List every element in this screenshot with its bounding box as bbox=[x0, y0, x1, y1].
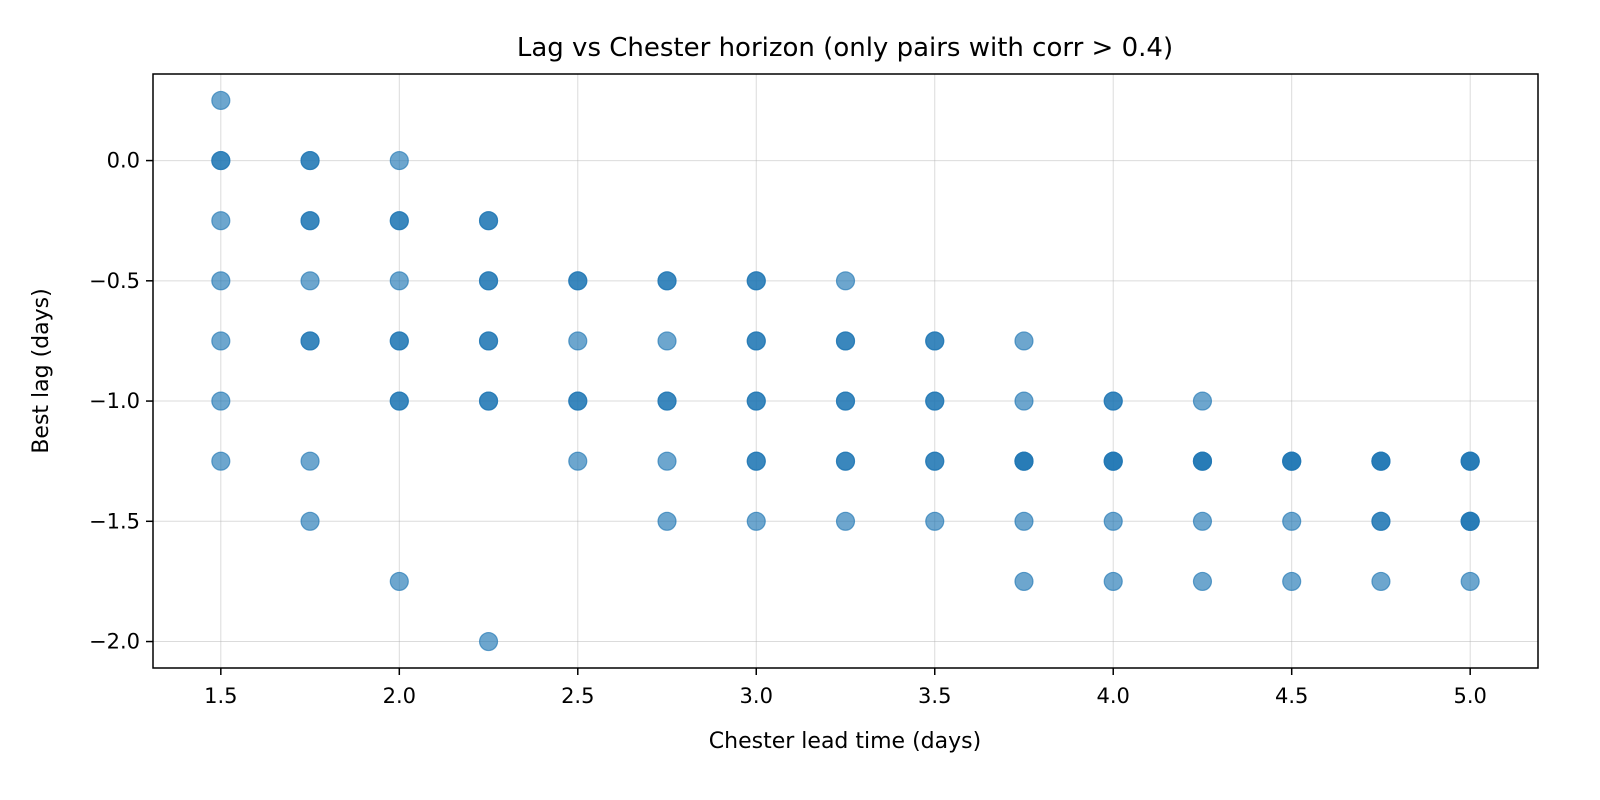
scatter-point bbox=[300, 511, 320, 531]
grid bbox=[153, 74, 1538, 668]
scatter-point bbox=[211, 211, 231, 231]
scatter-point bbox=[389, 331, 409, 351]
scatter-point bbox=[211, 271, 231, 291]
chart-title: Lag vs Chester horizon (only pairs with … bbox=[517, 33, 1173, 63]
scatter-point bbox=[1460, 571, 1480, 592]
x-tick-label: 4.5 bbox=[1275, 684, 1308, 708]
scatter-point bbox=[478, 271, 499, 291]
scatter-point bbox=[568, 451, 588, 471]
scatter-point bbox=[925, 391, 945, 411]
scatter-point bbox=[1192, 571, 1213, 592]
y-tick-label: 0.0 bbox=[107, 149, 140, 173]
scatter-point bbox=[300, 271, 320, 291]
scatter-point bbox=[300, 451, 320, 471]
scatter-point bbox=[1014, 511, 1034, 531]
x-tick-label: 3.0 bbox=[740, 684, 773, 708]
scatter-point bbox=[657, 451, 677, 471]
y-tick-label: −1.5 bbox=[89, 509, 140, 533]
scatter-point bbox=[478, 391, 499, 411]
scatter-point bbox=[211, 150, 231, 171]
scatter-point bbox=[746, 511, 766, 531]
scatter-point bbox=[478, 211, 499, 231]
data-points bbox=[211, 90, 1480, 652]
scatter-point bbox=[657, 271, 677, 291]
x-axis-label: Chester lead time (days) bbox=[709, 729, 981, 754]
x-axis: 1.5 2.0 2.5 3.0 3.5 4.0 4.5 5.0 bbox=[204, 668, 1487, 708]
scatter-point bbox=[1192, 451, 1213, 471]
scatter-point bbox=[657, 511, 677, 531]
scatter-point bbox=[1192, 391, 1213, 411]
scatter-point bbox=[657, 331, 677, 351]
scatter-point bbox=[568, 271, 588, 291]
scatter-point bbox=[1014, 451, 1034, 471]
scatter-point bbox=[1460, 511, 1480, 531]
y-tick-label: −0.5 bbox=[89, 269, 140, 293]
x-tick-label: 2.5 bbox=[561, 684, 594, 708]
scatter-point bbox=[1192, 511, 1213, 531]
scatter-point bbox=[478, 331, 499, 351]
scatter-point bbox=[1014, 391, 1034, 411]
scatter-point bbox=[1103, 571, 1123, 592]
scatter-point bbox=[389, 391, 409, 411]
scatter-point bbox=[1371, 451, 1391, 471]
scatter-point bbox=[568, 391, 588, 411]
x-tick-label: 1.5 bbox=[204, 684, 237, 708]
scatter-point bbox=[657, 391, 677, 411]
scatter-point bbox=[835, 511, 856, 531]
scatter-point bbox=[835, 271, 856, 291]
scatter-point bbox=[1460, 451, 1480, 471]
scatter-point bbox=[300, 150, 320, 171]
y-tick-label: −1.0 bbox=[89, 389, 140, 413]
y-tick-label: −2.0 bbox=[89, 630, 140, 654]
scatter-point bbox=[1103, 391, 1123, 411]
scatter-point bbox=[1282, 451, 1302, 471]
scatter-point bbox=[211, 331, 231, 351]
scatter-point bbox=[835, 391, 856, 411]
scatter-point bbox=[389, 150, 409, 171]
scatter-point bbox=[389, 571, 409, 592]
scatter-point bbox=[746, 391, 766, 411]
scatter-point bbox=[211, 391, 231, 411]
scatter-point bbox=[1371, 511, 1391, 531]
scatter-point bbox=[835, 451, 856, 471]
scatter-point bbox=[300, 331, 320, 351]
scatter-point bbox=[925, 451, 945, 471]
scatter-point bbox=[746, 451, 766, 471]
x-tick-label: 4.0 bbox=[1097, 684, 1130, 708]
scatter-point bbox=[746, 271, 766, 291]
scatter-point bbox=[389, 211, 409, 231]
scatter-point bbox=[300, 211, 320, 231]
scatter-point bbox=[568, 331, 588, 351]
y-axis-label: Best lag (days) bbox=[29, 288, 54, 453]
scatter-point bbox=[1282, 511, 1302, 531]
scatter-point bbox=[925, 331, 945, 351]
scatter-point bbox=[211, 451, 231, 471]
x-tick-label: 2.0 bbox=[383, 684, 416, 708]
scatter-point bbox=[1103, 451, 1123, 471]
scatter-point bbox=[1014, 571, 1034, 592]
scatter-point bbox=[478, 631, 499, 652]
scatter-point bbox=[925, 511, 945, 531]
scatter-point bbox=[1014, 331, 1034, 351]
scatter-point bbox=[1282, 571, 1302, 592]
scatter-point bbox=[746, 331, 766, 351]
y-axis: 0.0 −0.5 −1.0 −1.5 −2.0 bbox=[89, 149, 153, 654]
scatter-point bbox=[211, 90, 231, 111]
scatter-point bbox=[1371, 571, 1391, 592]
x-tick-label: 3.5 bbox=[918, 684, 951, 708]
plot-frame bbox=[152, 73, 1539, 669]
scatter-point bbox=[1103, 511, 1123, 531]
scatter-point bbox=[835, 331, 856, 351]
x-tick-label: 5.0 bbox=[1453, 684, 1486, 708]
scatter-point bbox=[389, 271, 409, 291]
